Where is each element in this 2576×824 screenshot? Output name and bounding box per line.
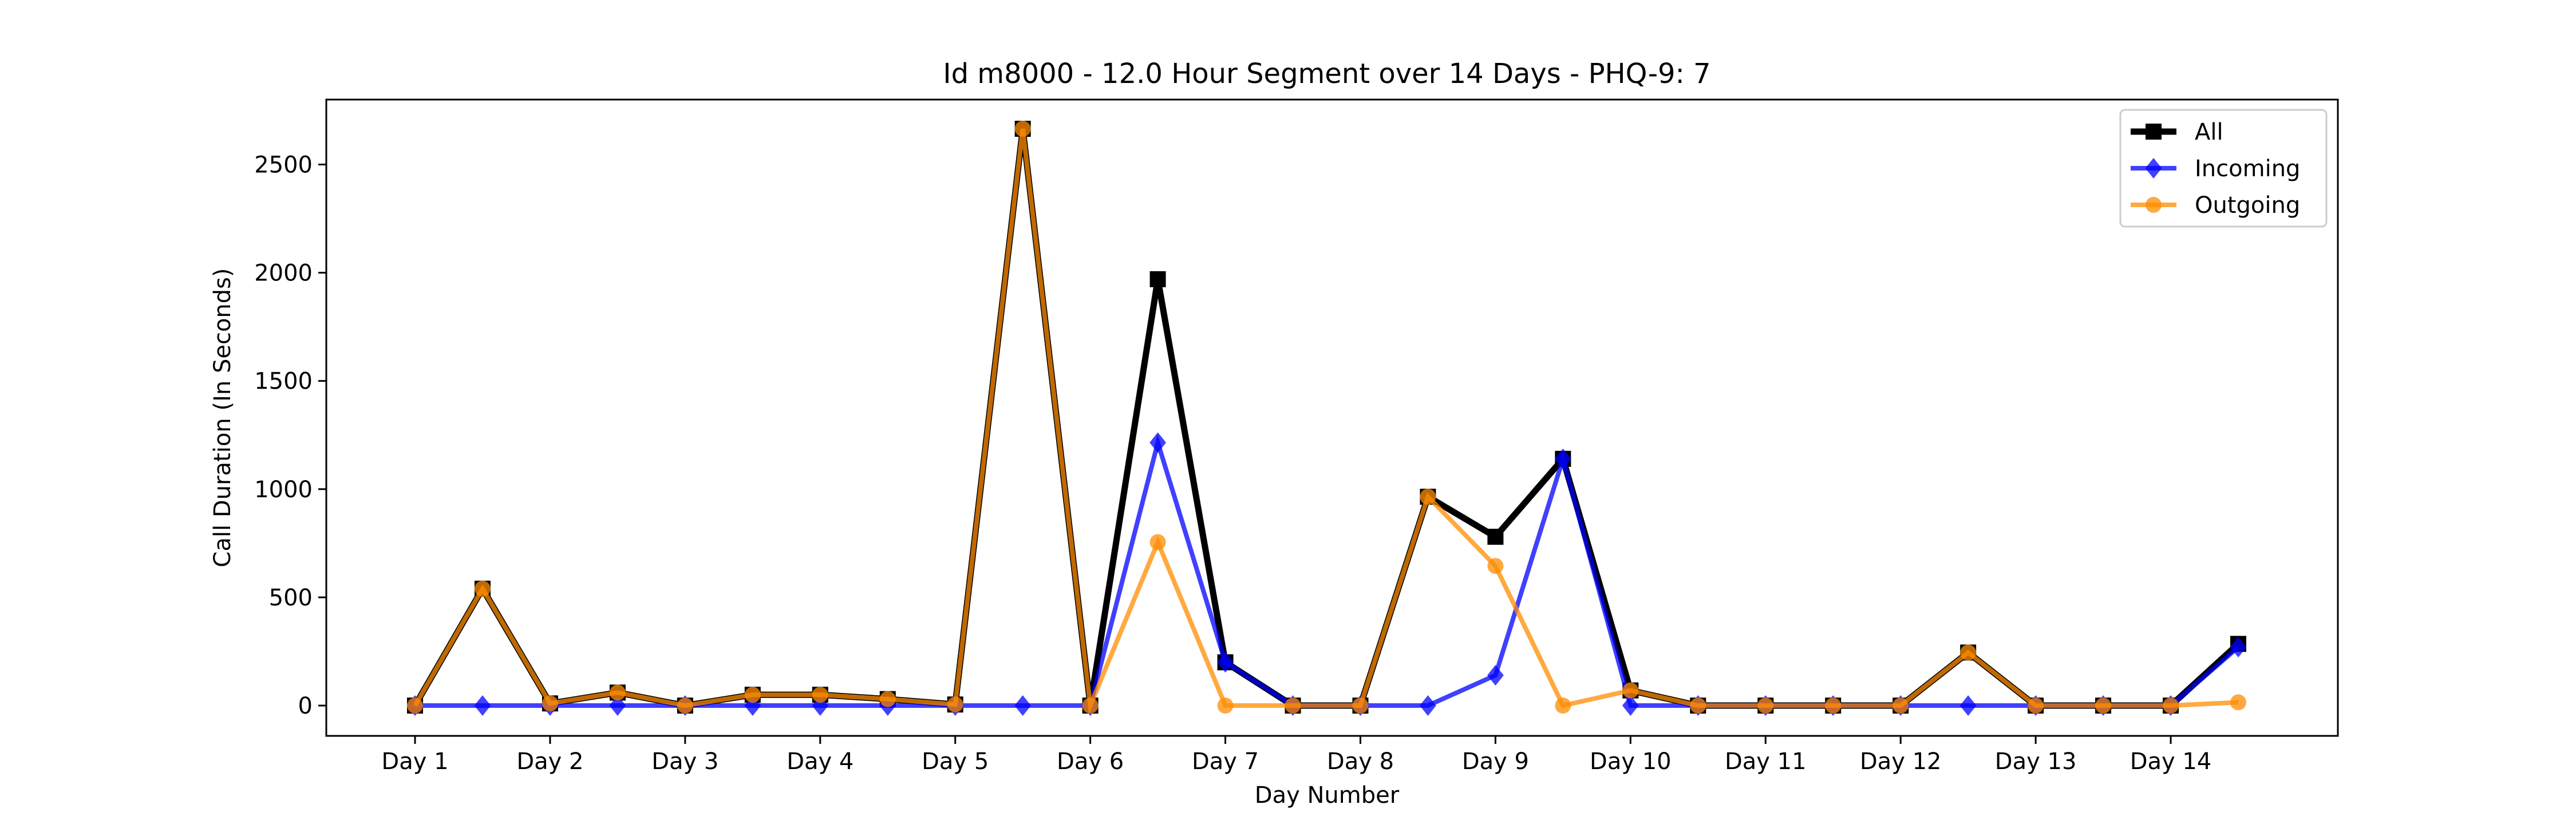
x-tick-label: Day 4 — [787, 748, 854, 775]
data-point-circle — [542, 695, 558, 712]
x-tick-label: Day 6 — [1057, 748, 1124, 775]
y-axis: 0 500 1000 1500 2000 2500 — [254, 152, 326, 719]
chart-title: Id m8000 - 12.0 Hour Segment over 14 Day… — [943, 58, 1710, 90]
plot-frame — [325, 98, 2339, 737]
y-tick-label: 1500 — [254, 369, 313, 395]
legend-label: Outgoing — [2195, 192, 2300, 219]
data-point-circle — [1555, 698, 1571, 714]
legend-label: Incoming — [2195, 156, 2300, 182]
data-point-circle — [1149, 534, 1166, 550]
data-point-circle — [1420, 489, 1436, 505]
legend-frame — [2119, 109, 2328, 228]
data-point-diamond — [1149, 432, 1166, 453]
data-point-circle — [1285, 698, 1301, 714]
x-tick-label: Day 1 — [381, 748, 448, 775]
legend-swatch-marker — [2146, 197, 2162, 213]
data-point-circle — [474, 580, 491, 597]
data-point-circle — [1622, 682, 1639, 699]
data-point-circle — [1960, 644, 1977, 661]
data-point-circle — [2230, 694, 2246, 711]
legend-item-all: All — [2131, 119, 2223, 145]
data-point-circle — [2163, 698, 2179, 714]
data-point-circle — [1014, 121, 1031, 137]
data-point-square — [1149, 271, 1166, 287]
data-point-diamond — [1420, 695, 1436, 716]
data-point-circle — [1487, 558, 1504, 575]
y-tick-label: 1000 — [254, 477, 313, 503]
x-tick-label: Day 10 — [1590, 748, 1672, 775]
series-outgoing — [407, 121, 2246, 715]
data-point-circle — [947, 696, 963, 713]
data-point-circle — [1352, 698, 1369, 714]
data-point-diamond — [1217, 652, 1234, 673]
data-point-diamond — [744, 695, 761, 716]
data-point-diamond — [1487, 665, 1504, 686]
data-point-circle — [677, 698, 693, 714]
y-tick-label: 500 — [269, 585, 313, 611]
data-point-circle — [2095, 698, 2112, 714]
legend-swatch-marker — [2146, 124, 2162, 140]
data-point-circle — [812, 687, 828, 703]
data-point-diamond — [609, 695, 626, 716]
data-point-diamond — [1959, 695, 1977, 716]
series-line — [413, 128, 2239, 715]
data-point-diamond — [1014, 695, 1032, 716]
data-point-circle — [1082, 698, 1099, 714]
x-tick-label: Day 12 — [1860, 748, 1942, 775]
data-point-diamond — [1622, 695, 1639, 716]
legend-label: All — [2195, 119, 2223, 145]
x-axis-label: Day Number — [1255, 782, 1400, 809]
x-tick-label: Day 3 — [651, 748, 718, 775]
x-tick-label: Day 2 — [516, 748, 583, 775]
x-tick-label: Day 8 — [1327, 748, 1394, 775]
legend-item-incoming: Incoming — [2131, 156, 2300, 182]
x-tick-label: Day 9 — [1462, 748, 1529, 775]
data-point-circle — [1217, 698, 1234, 714]
legend-item-outgoing: Outgoing — [2131, 192, 2300, 219]
x-tick-label: Day 7 — [1192, 748, 1259, 775]
data-point-circle — [407, 698, 423, 714]
x-axis: Day 1 Day 2 Day 3 Day 4 Day 5 Day 6 Day 7 Day 8… — [381, 736, 2211, 775]
x-tick-label: Day 5 — [922, 748, 989, 775]
x-tick-label: Day 11 — [1725, 748, 1807, 775]
x-tick-label: Day 14 — [2130, 748, 2212, 775]
data-point-diamond — [1554, 448, 1571, 469]
data-point-circle — [609, 684, 626, 701]
plot-area — [406, 121, 2247, 716]
data-point-diamond — [474, 695, 491, 716]
legend-swatch-marker — [2145, 158, 2162, 179]
y-tick-label: 2000 — [254, 260, 313, 287]
x-tick-label: Day 13 — [1995, 748, 2077, 775]
data-point-circle — [1690, 698, 1706, 714]
data-point-circle — [2028, 698, 2044, 714]
y-axis-label: Call Duration (In Seconds) — [210, 268, 236, 568]
data-point-circle — [744, 687, 761, 703]
y-tick-label: 2500 — [254, 152, 313, 178]
legend: All Incoming Outgoing — [2119, 109, 2328, 228]
data-point-diamond — [2230, 636, 2247, 657]
data-point-circle — [1825, 698, 1842, 714]
data-point-circle — [879, 691, 896, 707]
data-point-circle — [1757, 698, 1774, 714]
data-point-square — [1487, 529, 1504, 545]
data-point-circle — [1893, 698, 1909, 714]
y-tick-label: 0 — [298, 693, 313, 719]
